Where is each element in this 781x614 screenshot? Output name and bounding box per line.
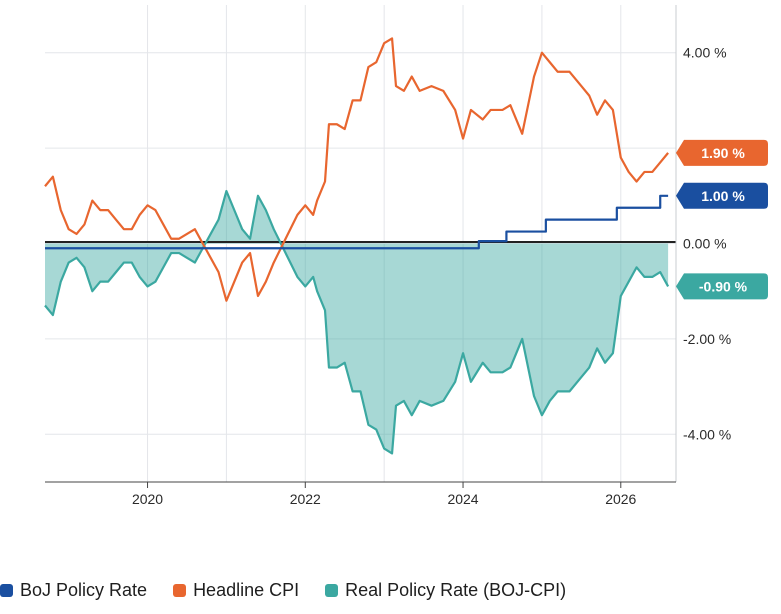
y-tick-label: -4.00 %: [683, 426, 731, 442]
legend-label: Real Policy Rate (BOJ-CPI): [345, 580, 567, 600]
real-value-tag-bg: [676, 273, 768, 300]
x-tick-label: 2026: [605, 491, 636, 507]
legend-swatch: [325, 584, 339, 597]
legend-label: BoJ Policy Rate: [20, 580, 148, 600]
cpi-series-line: [44, 37, 669, 302]
boj-series-line: [45, 194, 669, 250]
cpi-value-tag: 1.90 %: [676, 139, 768, 166]
cpi-value-tag-bg: [676, 139, 768, 166]
y-tick-label: 4.00 %: [683, 45, 727, 61]
legend-item-real[interactable]: Real Policy Rate (BOJ-CPI): [325, 580, 566, 601]
series-lines: [44, 37, 670, 455]
grid: [45, 5, 676, 482]
boj-value-tag-bg: [676, 182, 768, 209]
legend-swatch: [0, 584, 13, 597]
real-value-tag-label: -0.90 %: [699, 278, 748, 294]
real-rate-area: [45, 191, 669, 454]
x-tick-label: 2022: [290, 491, 321, 507]
real-value-tag: -0.90 %: [676, 273, 768, 300]
legend-label: Headline CPI: [193, 580, 300, 600]
boj-value-tag-label: 1.00 %: [701, 188, 745, 204]
chart: 2020 2022 2024 2026 4.00 % 0.00 % -2.00 % -4.00…: [44, 5, 768, 507]
cpi-value-tag-label: 1.90 %: [701, 145, 745, 161]
y-tick-label: 0.00 %: [683, 236, 727, 252]
y-tick-label: -2.00 %: [683, 331, 731, 347]
real-series-line: [44, 189, 670, 455]
legend-item-boj[interactable]: BoJ Policy Rate: [0, 580, 147, 601]
legend: BoJ Policy Rate Headline CPI Real Policy R…: [0, 580, 566, 601]
legend-item-cpi[interactable]: Headline CPI: [173, 580, 299, 601]
real-rate-fill: [45, 191, 669, 454]
legend-swatch: [173, 584, 187, 597]
x-tick-label: 2024: [447, 491, 478, 507]
value-tags: 1.90 % 1.00 % -0.90 %: [676, 139, 768, 300]
boj-value-tag: 1.00 %: [676, 182, 768, 209]
x-tick-label: 2020: [132, 491, 163, 507]
axes: 2020 2022 2024 2026 4.00 % 0.00 % -2.00 % -4.00…: [45, 5, 731, 507]
